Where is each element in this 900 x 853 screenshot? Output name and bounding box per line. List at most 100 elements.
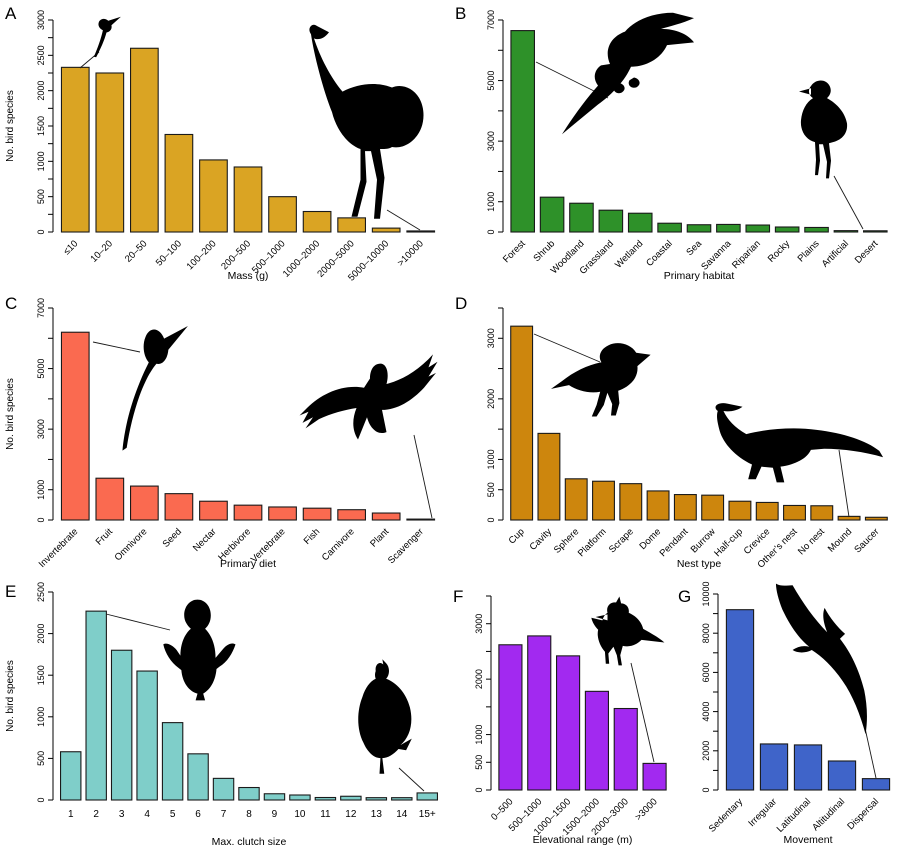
x-tick-label: 3	[119, 809, 125, 820]
panel-g: G 0 2000 4000 6000 8000 10000 Sedentary Irregul…	[675, 578, 900, 853]
x-tick-label: No nest	[796, 526, 827, 557]
bar-Desert	[863, 230, 888, 233]
x-tick-label: 4	[144, 809, 150, 820]
bar-Vertebrate	[268, 506, 297, 521]
x-tick-label: >3000	[633, 796, 660, 823]
x-axis-title: Primary habitat	[664, 270, 735, 282]
y-tick-label: 1000	[36, 707, 46, 727]
bar-Savanna	[716, 223, 741, 233]
x-tick-label: >10000	[395, 238, 425, 268]
y-tick-label: 0	[486, 517, 496, 522]
bar-Seed	[164, 493, 194, 521]
y-axis-title: No. bird species	[5, 90, 16, 162]
bar->10000	[406, 230, 436, 233]
bar-5	[161, 722, 184, 801]
bar-Plains	[804, 226, 829, 233]
bar-Wetland	[627, 212, 653, 233]
bar-Woodland	[569, 202, 594, 233]
x-tick-label: Desert	[853, 238, 881, 266]
panel-a-label: A	[5, 4, 17, 23]
bar-2000–5000	[337, 217, 367, 233]
diet-bar-chart: 0 1000 3000 5000 7000 No. bird species Inverte…	[5, 298, 436, 570]
bar-Riparian	[745, 224, 771, 233]
x-tick-label: 0–500	[489, 796, 515, 822]
y-tick-label: 500	[486, 482, 496, 497]
x-tick-label: Artificial	[820, 238, 851, 269]
x-tick-label: Pendant	[658, 526, 691, 559]
bar-Sphere	[564, 478, 588, 521]
bar-Burrow	[701, 494, 725, 521]
mass-bar-chart: 0 500 1000 1500 2000 2500 3000 No. bird species…	[5, 10, 436, 283]
y-tick-label: 7000	[36, 298, 46, 318]
bar-Cavity	[537, 432, 561, 521]
x-tick-label: Platform	[576, 526, 609, 559]
bar-7	[212, 777, 235, 801]
y-axis-title: No. bird species	[5, 378, 16, 450]
bar-Scavenger	[406, 518, 436, 521]
bar-No nest	[810, 505, 834, 521]
x-tick-label: 100–200	[185, 238, 219, 272]
y-tick-label: 3000	[486, 131, 496, 151]
y-tick-label: 3000	[36, 419, 46, 439]
x-tick-label: Rocky	[766, 238, 793, 265]
y-tick-label: 0	[486, 229, 496, 234]
x-tick-label: Fruit	[94, 526, 115, 547]
x-tick-label: Savanna	[699, 238, 734, 273]
panel-b: B 0 1000 3000 5000 7000 Forest Shrub Woodland Gr…	[450, 0, 900, 290]
panel-c-label: C	[5, 294, 18, 313]
bar->3000	[642, 762, 667, 791]
x-tick-label: Carnivore	[320, 526, 357, 563]
bar-1000–1500	[556, 655, 581, 791]
bar-15+	[416, 792, 439, 801]
y-tick-label: 1000	[486, 192, 496, 212]
y-tick-label: 2500	[36, 582, 46, 602]
bar-Crevice	[755, 501, 779, 521]
bar-500–1000	[527, 635, 552, 791]
y-tick-label: 3000	[474, 614, 484, 634]
bar-50–100	[164, 133, 194, 233]
bar-Invertebrate	[60, 331, 90, 521]
x-tick-label: Mound	[826, 526, 854, 554]
x-tick-label: 6	[195, 809, 201, 820]
bar-4	[136, 670, 158, 801]
bar-1000–2000	[302, 210, 332, 233]
x-tick-label: Invertebrate	[37, 526, 81, 570]
bar-Other’s nest	[783, 504, 806, 521]
bar-13	[365, 797, 388, 801]
x-tick-label: Nectar	[191, 526, 219, 554]
bar-200–500	[233, 166, 263, 233]
panel-d: D 0 500 1000 2000 3000 Cup Cavity Sphere Platfor…	[450, 290, 900, 578]
x-axis-title: Mass (g)	[228, 270, 269, 282]
bar-Nectar	[199, 500, 228, 521]
x-axis-title: Primary diet	[220, 558, 276, 570]
x-tick-label: Irregular	[746, 796, 779, 829]
y-tick-label: 2000	[36, 624, 46, 644]
y-tick-label: 2000	[486, 389, 496, 409]
y-tick-label: 5000	[36, 359, 46, 379]
x-tick-label: Coastal	[644, 238, 675, 269]
bar-10	[289, 794, 311, 801]
bar-Altitudinal	[827, 760, 857, 791]
y-tick-label: 7000	[486, 10, 496, 30]
x-tick-label: Sea	[684, 238, 704, 258]
bar-2000–3000	[613, 707, 638, 791]
bar-Grassland	[598, 209, 624, 233]
y-tick-label: 3000	[486, 328, 496, 348]
x-tick-label: Plant	[368, 526, 391, 549]
bar-Dome	[646, 490, 670, 521]
bar-Sea	[686, 224, 712, 233]
y-tick-label: 1500	[36, 116, 46, 136]
bar-1	[59, 751, 82, 801]
y-tick-label: 2000	[474, 669, 484, 689]
bar-500–1000	[268, 196, 297, 233]
x-tick-label: Omnivore	[113, 526, 150, 563]
bar-Irregular	[759, 743, 789, 791]
panel-b-label: B	[455, 4, 467, 23]
x-tick-label: Half-cup	[712, 526, 745, 559]
x-tick-label: Sedentary	[707, 796, 746, 835]
y-tick-label: 0	[36, 797, 46, 802]
bar-Platform	[592, 480, 615, 521]
